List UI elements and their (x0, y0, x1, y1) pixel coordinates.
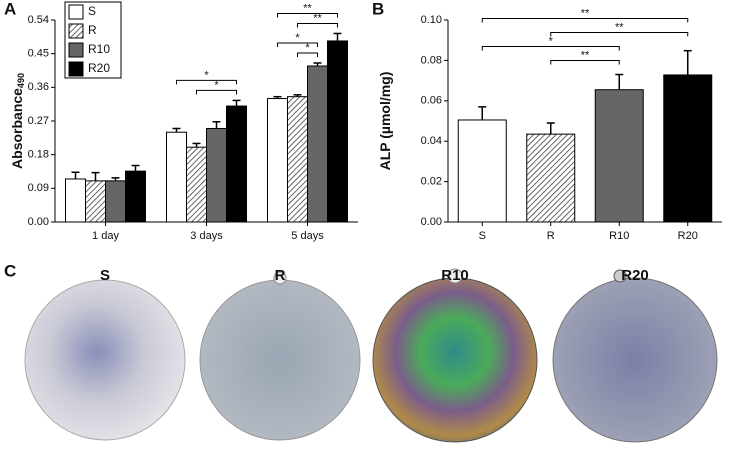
x-tick-label: R20 (678, 230, 698, 242)
y-tick-label: 0.08 (421, 54, 442, 66)
bar (65, 178, 86, 223)
significance-label: ** (303, 2, 312, 14)
y-tick-label: 0.00 (421, 216, 442, 228)
x-tick-label: R10 (609, 230, 629, 242)
significance-label: * (305, 42, 310, 54)
legend-label: R10 (88, 42, 110, 56)
significance-label: * (295, 32, 300, 44)
bar (594, 89, 644, 223)
legend-swatch (68, 42, 84, 58)
y-tick-label: 0.36 (28, 81, 49, 93)
bar (327, 40, 348, 223)
legend-label: R (88, 23, 97, 37)
bar (125, 170, 146, 223)
panel-label: C (4, 261, 16, 280)
hole (447, 268, 463, 284)
y-tick-label: 0.09 (28, 182, 49, 194)
legend-swatch (68, 61, 84, 77)
legend-swatch (68, 23, 84, 39)
bar (287, 96, 308, 223)
bar (166, 131, 187, 223)
hole (613, 269, 627, 283)
legend-label: S (88, 4, 96, 18)
panel-label: B (372, 0, 384, 18)
y-axis-label: ALP (µmol/mg) (377, 72, 393, 171)
bar (267, 98, 288, 223)
photo-label: R20 (621, 267, 649, 284)
photo-label: R (275, 267, 286, 284)
hole (273, 271, 287, 285)
photo-disc (552, 277, 718, 443)
photo-disc (24, 279, 186, 441)
y-tick-label: 0.00 (28, 216, 49, 228)
y-tick-label: 0.27 (28, 115, 49, 127)
x-tick-label: R (547, 230, 555, 242)
y-axis-label: Absorbance490 (9, 73, 27, 169)
significance-label: ** (615, 21, 624, 33)
y-tick-label: 0.06 (421, 95, 442, 107)
legend-label: R20 (88, 61, 110, 75)
significance-label: ** (581, 49, 590, 61)
significance-bracket (277, 12, 338, 18)
photos (24, 268, 718, 443)
x-tick-label: 3 days (190, 230, 223, 242)
significance-label: * (549, 35, 554, 47)
significance-bracket (176, 79, 237, 85)
photo-label: R10 (441, 267, 469, 284)
bar (105, 180, 126, 223)
photo-disc (372, 277, 538, 443)
significance-bracket (550, 32, 689, 37)
significance-bracket (481, 46, 620, 51)
significance-bracket (550, 60, 620, 65)
bar (307, 65, 328, 223)
y-axis-label-sub: 490 (16, 73, 26, 88)
y-tick-label: 0.10 (421, 14, 442, 26)
photo-disc (199, 279, 361, 441)
bar (457, 119, 507, 223)
significance-label: ** (581, 7, 590, 19)
bar (85, 180, 106, 223)
significance-bracket (297, 52, 318, 58)
x-tick-label: 5 days (291, 230, 324, 242)
significance-label: * (204, 69, 209, 81)
y-axis-label-main: ALP (µmol/mg) (377, 72, 393, 171)
significance-bracket (481, 18, 689, 23)
significance-label: * (214, 79, 219, 91)
x-tick-label: 1 day (92, 230, 119, 242)
bar (526, 133, 576, 223)
significance-label: ** (313, 12, 322, 24)
bar (663, 74, 713, 223)
significance-bracket (196, 89, 237, 95)
bar (206, 127, 227, 223)
y-axis-label-main: Absorbance (9, 88, 25, 169)
photo-label: S (100, 267, 110, 284)
legend-swatch (68, 4, 84, 20)
y-tick-label: 0.45 (28, 48, 49, 60)
y-tick-label: 0.54 (28, 14, 49, 26)
bar (226, 105, 247, 223)
y-tick-label: 0.18 (28, 149, 49, 161)
significance-bracket (297, 22, 338, 28)
significance-bracket (277, 42, 318, 48)
bar (186, 146, 207, 223)
x-tick-label: S (479, 230, 486, 242)
panel-label: A (4, 0, 16, 18)
y-tick-label: 0.04 (421, 135, 442, 147)
y-tick-label: 0.02 (421, 176, 442, 188)
